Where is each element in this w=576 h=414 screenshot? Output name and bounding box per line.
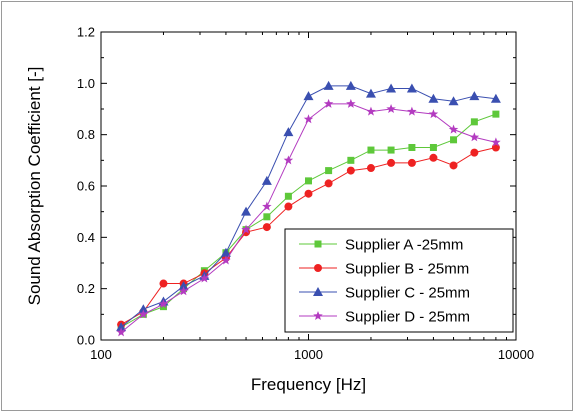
legend-item: Supplier D - 25mm [299, 309, 470, 326]
data-point [386, 83, 397, 93]
legend-marker [314, 264, 322, 272]
data-point [470, 118, 478, 126]
data-point [469, 91, 480, 101]
legend-label: Supplier B - 25mm [345, 261, 469, 278]
data-point [365, 88, 376, 98]
data-point [116, 327, 126, 337]
y-tick-label: 1.2 [77, 25, 95, 40]
data-point [323, 98, 334, 108]
data-point [428, 109, 439, 119]
data-point [492, 110, 500, 118]
data-point [241, 224, 251, 234]
data-point [347, 156, 355, 164]
data-point [469, 132, 480, 142]
data-point [491, 137, 501, 147]
data-point [449, 161, 458, 170]
data-point [366, 106, 376, 116]
data-point [367, 146, 375, 154]
data-point [178, 286, 189, 296]
data-point [324, 179, 333, 188]
data-point [323, 80, 334, 90]
legend-label: Supplier C - 25mm [345, 285, 470, 302]
y-axis-label: Sound Absorption Coefficient [-] [25, 67, 44, 306]
data-point [178, 281, 189, 291]
data-point [261, 175, 272, 185]
legend-label: Supplier A -25mm [345, 237, 463, 254]
data-point [491, 143, 500, 152]
legend: Supplier A -25mm Supplier B - 25mm Supplie… [284, 228, 514, 333]
data-point [366, 164, 375, 173]
data-point [283, 127, 294, 137]
data-point [490, 93, 501, 103]
data-point [284, 192, 292, 200]
data-point [386, 104, 396, 114]
data-point [407, 106, 417, 116]
series-layer [116, 80, 501, 337]
data-point [241, 206, 252, 216]
data-point [428, 93, 439, 103]
data-point [429, 153, 438, 162]
data-point [346, 166, 355, 175]
data-point [387, 146, 395, 154]
y-tick-label: 0.0 [77, 333, 95, 348]
data-point [138, 304, 149, 314]
data-point [303, 114, 314, 124]
data-point [284, 202, 293, 211]
data-point [305, 177, 312, 185]
data-point [387, 158, 396, 167]
series-3 [116, 80, 501, 332]
legend-item: Supplier B - 25mm [299, 261, 469, 278]
x-tick-label: 1000 [294, 347, 323, 362]
data-point [406, 83, 417, 93]
y-tick-label: 1.0 [77, 76, 95, 91]
data-point [408, 144, 416, 151]
legend-item: Supplier C - 25mm [299, 285, 470, 302]
legend-item: Supplier A -25mm [299, 237, 463, 254]
data-point [262, 201, 272, 211]
y-tick-label: 0.2 [77, 281, 95, 296]
data-point [407, 158, 416, 167]
x-tick-label: 100 [90, 347, 112, 362]
data-point [325, 167, 333, 175]
x-tick-label: 10000 [498, 347, 534, 362]
data-point [263, 213, 271, 221]
data-point [450, 136, 458, 144]
legend-box [284, 228, 514, 333]
data-point [345, 80, 356, 90]
y-tick-label: 0.8 [77, 127, 95, 142]
data-point [262, 223, 271, 232]
y-tick-label: 0.6 [77, 179, 95, 194]
legend-marker [313, 311, 323, 321]
data-point [304, 189, 313, 198]
data-point [221, 255, 231, 265]
data-point [448, 124, 459, 134]
series-4 [116, 98, 501, 337]
data-point [116, 322, 127, 332]
data-point [346, 98, 356, 108]
legend-marker [314, 240, 322, 248]
data-point [448, 96, 459, 106]
legend-marker [313, 287, 323, 296]
data-point [283, 155, 294, 165]
data-point [220, 247, 231, 257]
data-point [429, 144, 437, 151]
data-point [199, 273, 210, 283]
data-point [159, 303, 167, 311]
data-point [158, 299, 169, 309]
x-axis-label: Frequency [Hz] [251, 375, 366, 394]
data-point [138, 309, 149, 319]
legend-label: Supplier D - 25mm [345, 309, 470, 326]
data-point [159, 279, 168, 288]
data-point [303, 91, 314, 101]
data-point [470, 148, 479, 157]
y-tick-label: 0.4 [77, 230, 95, 245]
